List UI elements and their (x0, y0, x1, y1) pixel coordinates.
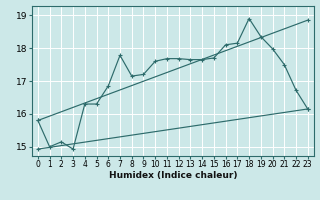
X-axis label: Humidex (Indice chaleur): Humidex (Indice chaleur) (108, 171, 237, 180)
